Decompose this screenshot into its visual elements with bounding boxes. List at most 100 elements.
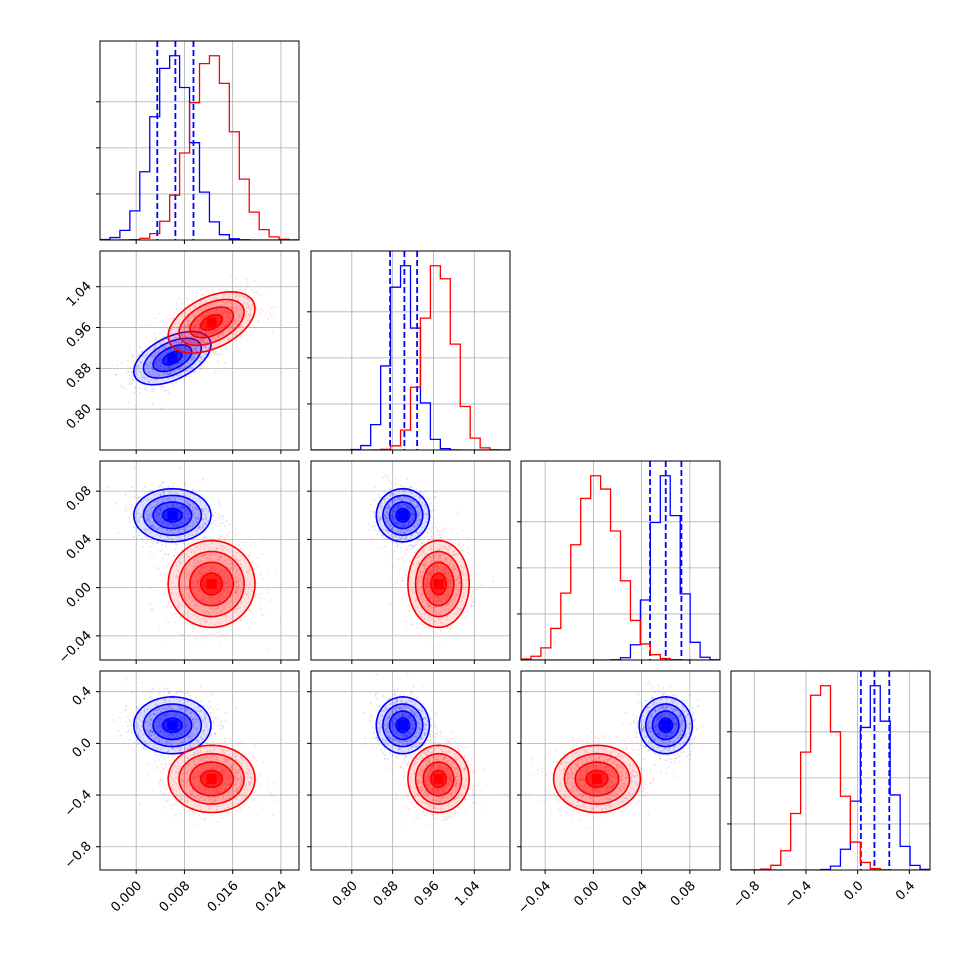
sample-point	[183, 345, 186, 348]
sample-point	[238, 325, 241, 327]
sample-point	[153, 355, 156, 357]
sample-point	[201, 574, 204, 576]
sample-point	[196, 615, 199, 618]
sample-point	[253, 291, 256, 294]
sample-point	[193, 599, 195, 601]
sample-point	[228, 320, 231, 322]
sample-point	[187, 303, 189, 306]
sample-point	[171, 504, 174, 507]
sample-point	[237, 308, 240, 310]
sample-point	[191, 510, 194, 513]
sample-point	[179, 362, 182, 364]
sample-point	[208, 557, 210, 560]
sample-point	[197, 319, 200, 322]
sample-point	[152, 352, 155, 355]
sample-point	[169, 329, 172, 332]
sample-point	[179, 505, 182, 508]
sample-point	[179, 342, 182, 345]
sample-point	[126, 509, 129, 512]
sample-point	[196, 558, 199, 561]
sample-point	[185, 325, 188, 327]
sample-point	[420, 538, 422, 541]
sample-point	[179, 521, 182, 523]
sample-point	[212, 601, 215, 604]
sample-point	[199, 595, 202, 597]
sample-point	[169, 373, 172, 375]
sample-point	[223, 597, 225, 600]
sample-point	[235, 278, 238, 280]
sample-point	[219, 557, 222, 560]
sample-point	[211, 612, 214, 614]
sample-point	[194, 515, 197, 517]
sample-point	[152, 524, 155, 527]
sample-point	[175, 523, 177, 526]
sample-point	[222, 310, 225, 313]
sample-point	[226, 590, 229, 593]
sample-point	[208, 607, 211, 610]
sample-point	[235, 576, 237, 579]
sample-point	[160, 492, 163, 495]
sample-point	[187, 330, 189, 333]
sample-point	[193, 551, 196, 553]
sample-point	[245, 593, 248, 595]
sample-point	[222, 589, 225, 592]
sample-point	[227, 563, 230, 566]
sample-point	[173, 555, 176, 557]
sample-point	[391, 541, 394, 544]
sample-point	[197, 618, 200, 620]
sample-point	[191, 630, 194, 633]
sample-point	[157, 513, 160, 515]
sample-point	[235, 330, 238, 332]
sample-point	[157, 502, 159, 505]
sample-point	[197, 330, 200, 333]
sample-point	[380, 546, 383, 549]
sample-point	[137, 519, 140, 521]
sample-point	[178, 346, 181, 349]
sample-point	[251, 304, 253, 306]
sample-point	[225, 314, 228, 317]
sample-point	[169, 367, 172, 370]
sample-point	[373, 515, 376, 518]
sample-point	[184, 357, 186, 359]
sample-point	[178, 297, 181, 300]
sample-point	[194, 341, 197, 344]
sample-point	[203, 341, 206, 343]
sample-point	[428, 504, 431, 507]
sample-point	[204, 346, 207, 349]
sample-point	[197, 589, 200, 592]
sample-point	[212, 309, 215, 312]
sample-point	[369, 510, 372, 513]
sample-point	[168, 506, 170, 509]
sample-point	[201, 508, 204, 511]
sample-point	[156, 351, 159, 354]
sample-point	[221, 634, 224, 637]
sample-point	[185, 370, 188, 372]
sample-point	[225, 614, 228, 617]
sample-point	[177, 358, 180, 360]
sample-point	[178, 361, 181, 364]
sample-point	[221, 332, 224, 334]
sample-point	[150, 507, 153, 510]
sample-point	[214, 371, 217, 374]
sample-point	[224, 525, 227, 528]
sample-point	[272, 305, 275, 308]
sample-point	[231, 325, 234, 328]
sample-point	[192, 342, 195, 344]
sample-point	[415, 488, 418, 491]
sample-point	[229, 606, 232, 609]
sample-point	[187, 510, 189, 512]
sample-point	[200, 367, 203, 370]
sample-point	[255, 595, 257, 598]
sample-point	[230, 306, 233, 308]
sample-point	[452, 626, 454, 629]
sample-point	[220, 326, 223, 328]
sample-point	[140, 361, 143, 363]
sample-point	[170, 498, 173, 501]
sample-point	[237, 312, 240, 315]
sample-point	[233, 565, 236, 567]
sample-point	[176, 345, 178, 348]
sample-point	[198, 330, 201, 332]
sample-point	[199, 320, 202, 322]
sample-point	[402, 559, 405, 561]
sample-point	[145, 512, 148, 515]
